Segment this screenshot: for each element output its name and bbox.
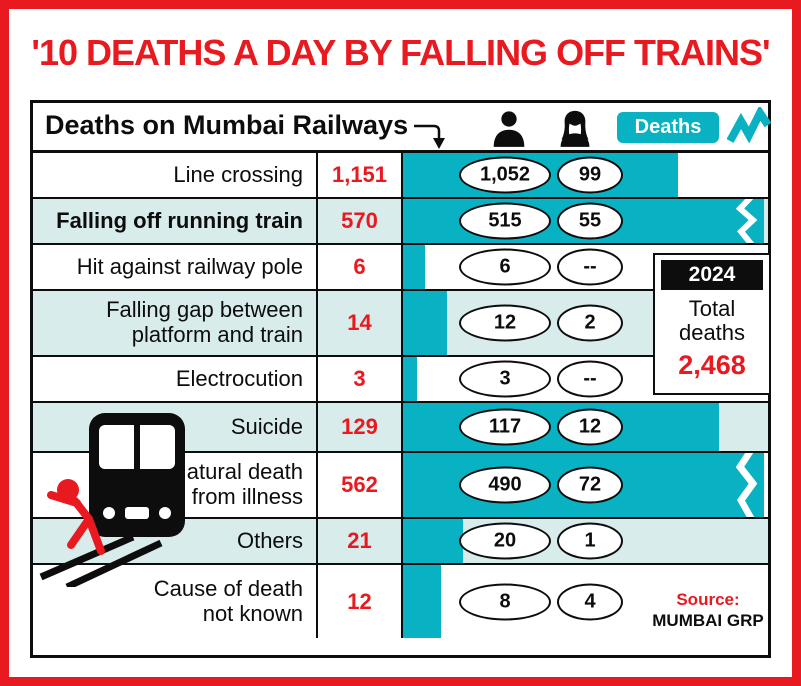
total-value: 570 <box>318 199 403 243</box>
male-count-badge: 515 <box>459 202 551 240</box>
bar-zone: 1,052 99 <box>403 153 768 197</box>
chart-header: Deaths on Mumbai Railways Deaths <box>33 103 771 154</box>
total-value: 3 <box>318 357 403 401</box>
bar-zone: 490 72 <box>403 453 768 517</box>
female-icon <box>560 110 590 147</box>
male-count-badge: 3 <box>459 360 551 398</box>
year-badge: 2024 <box>661 260 763 290</box>
bar-zone: 6 -- <box>403 245 768 289</box>
category-label: Others <box>236 527 303 553</box>
headline: '10 DEATHS A DAY BY FALLING OFF TRAINS' <box>31 32 770 73</box>
source-label: Source: <box>676 590 740 609</box>
total-value: 1,151 <box>318 153 403 197</box>
table-row: Falling off running train 570 515 55 <box>33 199 768 245</box>
category-label: Line crossing <box>173 161 303 187</box>
total-deaths-panel: 2024 Total deaths 2,468 <box>653 253 771 395</box>
category-cell: Natural death from illness <box>33 453 318 517</box>
male-count-badge: 8 <box>459 583 551 620</box>
category-cell: Suicide <box>33 403 318 451</box>
table-row: Hit against railway pole 6 6 -- <box>33 245 768 291</box>
category-label: Falling gap between platform and train <box>106 297 303 347</box>
category-cell: Hit against railway pole <box>33 245 318 289</box>
table-row: Electrocution 3 3 -- <box>33 357 768 403</box>
category-cell: Electrocution <box>33 357 318 401</box>
chart-panel: Deaths on Mumbai Railways Deaths Line cr… <box>30 100 771 658</box>
pointer-arrow-icon <box>414 124 446 149</box>
female-count-badge: -- <box>557 248 623 286</box>
category-label: Electrocution <box>175 365 303 391</box>
female-count-badge: 12 <box>557 408 623 446</box>
bar-zone: 8 4 <box>403 565 768 638</box>
source-name: MUMBAI GRP <box>652 611 764 631</box>
female-count-badge: 2 <box>557 304 623 342</box>
total-value: 562 <box>318 453 403 517</box>
male-count-badge: 1,052 <box>459 156 551 194</box>
zigzag-flash-icon <box>727 107 771 144</box>
deaths-bar <box>403 565 441 638</box>
bar-zone: 20 1 <box>403 519 768 563</box>
category-cell: Cause of death not known <box>33 565 318 638</box>
train-accident-graphic <box>39 413 185 587</box>
chart-subtitle-wrap: Deaths on Mumbai Railways <box>45 110 448 154</box>
category-label: Cause of death not known <box>153 575 303 626</box>
category-label: Hit against railway pole <box>76 253 303 279</box>
female-count-badge: 1 <box>557 522 623 560</box>
female-count-badge: 55 <box>557 202 623 240</box>
female-count-badge: 72 <box>557 466 623 504</box>
deaths-bar <box>403 291 447 355</box>
total-value: 12 <box>318 565 403 638</box>
bar-zone: 12 2 <box>403 291 768 355</box>
table-row: Line crossing 1,151 1,052 99 <box>33 153 768 199</box>
female-count-badge: 99 <box>557 156 623 194</box>
male-count-badge: 20 <box>459 522 551 560</box>
chart-subtitle: Deaths on Mumbai Railways <box>45 110 409 140</box>
total-deaths-value: 2,468 <box>678 350 746 381</box>
deaths-legend-badge: Deaths <box>617 112 719 143</box>
category-label: Falling off running train <box>56 207 303 233</box>
bar-break-icon <box>736 453 758 517</box>
female-count-badge: -- <box>557 360 623 398</box>
bar-zone: 3 -- <box>403 357 768 401</box>
source-credit: Source: MUMBAI GRP <box>641 589 775 632</box>
total-value: 14 <box>318 291 403 355</box>
male-count-badge: 12 <box>459 304 551 342</box>
female-count-badge: 4 <box>557 583 623 620</box>
total-value: 6 <box>318 245 403 289</box>
deaths-bar <box>403 357 417 401</box>
category-cell: Line crossing <box>33 153 318 197</box>
category-cell: Others <box>33 519 318 563</box>
category-cell: Falling off running train <box>33 199 318 243</box>
deaths-bar <box>403 245 425 289</box>
total-value: 129 <box>318 403 403 451</box>
bar-break-icon <box>736 199 758 243</box>
total-deaths-label: Total deaths <box>678 296 746 346</box>
table-row: Others 21 20 1 <box>33 519 768 565</box>
male-count-badge: 6 <box>459 248 551 286</box>
table-row: Falling gap between platform and train 1… <box>33 291 768 357</box>
bar-zone: 515 55 <box>403 199 768 243</box>
table-row: Cause of death not known 12 8 4 <box>33 565 768 638</box>
male-icon <box>493 111 525 147</box>
male-count-badge: 490 <box>459 466 551 504</box>
category-label: Suicide <box>230 413 303 439</box>
total-value: 21 <box>318 519 403 563</box>
deaths-bar <box>403 519 463 563</box>
category-label: Natural death from illness <box>170 459 303 509</box>
male-count-badge: 117 <box>459 408 551 446</box>
bar-zone: 117 12 <box>403 403 768 451</box>
category-cell: Falling gap between platform and train <box>33 291 318 355</box>
